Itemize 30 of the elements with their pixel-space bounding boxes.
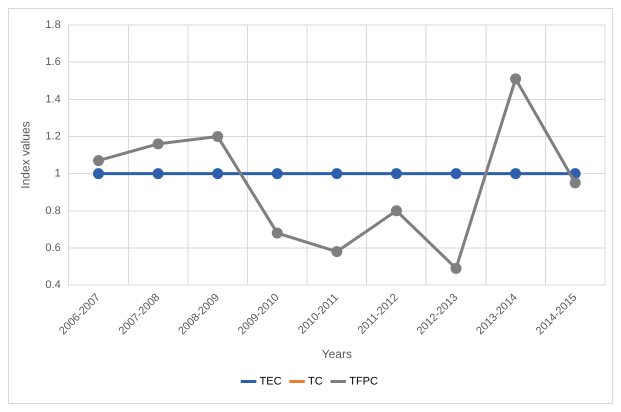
- y-tick-label: 1.4: [45, 93, 61, 106]
- point: [450, 168, 462, 180]
- point: [510, 168, 522, 180]
- point: [152, 168, 164, 180]
- legend-label: TEC: [260, 376, 282, 388]
- point: [212, 168, 224, 180]
- point: [450, 262, 462, 274]
- y-tick-label: 0.8: [45, 204, 61, 217]
- legend-label: TFPC: [349, 376, 378, 388]
- point: [510, 73, 522, 84]
- point: [570, 177, 581, 188]
- point: [272, 228, 283, 239]
- point: [152, 138, 164, 150]
- point: [212, 130, 224, 142]
- point: [331, 168, 342, 180]
- y-tick-label: 0.6: [45, 242, 61, 254]
- point: [92, 155, 104, 166]
- legend-label: TC: [308, 376, 323, 388]
- y-tick-label: 1.8: [45, 19, 61, 32]
- point: [390, 168, 402, 180]
- point: [331, 246, 342, 258]
- y-tick-label: 1.6: [45, 56, 61, 68]
- point: [390, 205, 402, 216]
- point: [272, 168, 283, 180]
- y-axis-title: Index values: [18, 121, 33, 189]
- y-tick-label: 1: [54, 168, 61, 180]
- point: [92, 168, 104, 180]
- y-tick-label: 1.2: [45, 130, 61, 142]
- y-tick-label: 0.4: [45, 279, 61, 292]
- x-axis-title: Years: [322, 347, 352, 362]
